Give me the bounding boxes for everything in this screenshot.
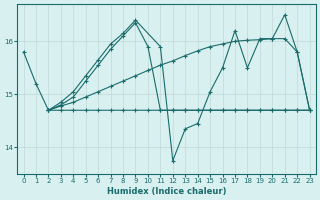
X-axis label: Humidex (Indice chaleur): Humidex (Indice chaleur) [107,187,226,196]
